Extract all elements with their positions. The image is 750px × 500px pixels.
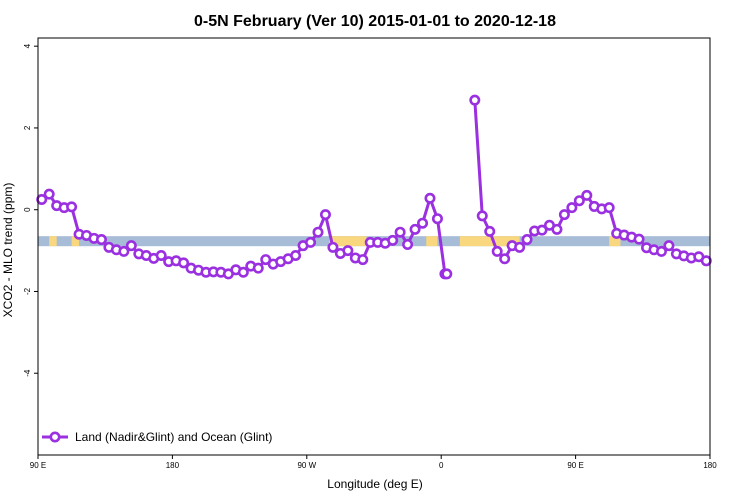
- y-tick-label: 4: [23, 43, 32, 48]
- legend-marker-symbol: [49, 431, 61, 443]
- data-point: [700, 255, 712, 267]
- data-point: [118, 245, 130, 257]
- data-point: [312, 226, 324, 238]
- data-point: [43, 188, 55, 200]
- y-tick-label: -2: [23, 287, 32, 295]
- data-point: [290, 249, 302, 261]
- data-point: [581, 189, 593, 201]
- series-line: [40, 192, 447, 276]
- y-tick-label: 2: [23, 125, 32, 130]
- data-point: [327, 241, 339, 253]
- data-point: [491, 245, 503, 257]
- data-point: [417, 217, 429, 229]
- data-point: [663, 240, 675, 252]
- data-point: [357, 254, 369, 266]
- x-tick-label: 90 W: [297, 461, 316, 470]
- data-point: [319, 209, 331, 221]
- data-point: [536, 224, 548, 236]
- land-band-segment: [71, 236, 80, 247]
- data-point: [566, 202, 578, 214]
- y-axis-label: XCO2 - MLO trend (ppm): [1, 183, 15, 318]
- data-point: [305, 236, 317, 248]
- data-point: [155, 249, 167, 261]
- data-point: [237, 266, 249, 278]
- legend-entry-label: Land (Nadir&Glint) and Ocean (Glint): [75, 430, 272, 444]
- data-point: [394, 226, 406, 238]
- data-point: [178, 257, 190, 269]
- data-point: [431, 213, 443, 225]
- series-layer: [36, 94, 712, 280]
- data-point: [342, 245, 354, 257]
- legend: Land (Nadir&Glint) and Ocean (Glint): [42, 430, 272, 444]
- data-point: [558, 209, 570, 221]
- data-point: [499, 253, 511, 265]
- data-point: [125, 240, 137, 252]
- data-point: [409, 223, 421, 235]
- land-band-segment: [49, 236, 57, 247]
- data-point: [484, 225, 496, 237]
- y-tick-label: 0: [23, 207, 32, 212]
- data-point: [424, 192, 436, 204]
- x-tick-label: 90 E: [30, 461, 46, 470]
- data-point: [95, 234, 107, 246]
- data-point: [469, 94, 481, 106]
- y-tick-label: -4: [23, 369, 32, 377]
- data-point: [514, 241, 526, 253]
- land-band-segment: [329, 236, 367, 247]
- data-point: [633, 233, 645, 245]
- data-point: [551, 223, 563, 235]
- data-point: [573, 195, 585, 207]
- axes-layer: 90 E 180 90 W 0 90 E 180 4 2 0 -2 -4: [23, 37, 717, 470]
- data-point: [402, 238, 414, 250]
- data-point: [260, 254, 272, 266]
- plot-frame: [37, 37, 711, 456]
- x-tick-label: 90 E: [567, 461, 583, 470]
- land-band-segment: [459, 236, 520, 247]
- data-point: [66, 201, 78, 213]
- land-band-segment: [609, 236, 621, 247]
- x-tick-label: 180: [703, 461, 717, 470]
- data-point: [441, 268, 453, 280]
- data-point: [252, 262, 264, 274]
- data-point: [387, 234, 399, 246]
- data-point: [603, 202, 615, 214]
- data-point: [476, 210, 488, 222]
- land-band-segment: [426, 236, 438, 247]
- data-point: [521, 234, 533, 246]
- x-axis-label: Longitude (deg E): [327, 477, 422, 491]
- chart-title: 0-5N February (Ver 10) 2015-01-01 to 202…: [194, 13, 556, 30]
- x-tick-label: 180: [166, 461, 180, 470]
- x-tick-label: 0: [439, 461, 444, 470]
- data-point: [655, 245, 667, 257]
